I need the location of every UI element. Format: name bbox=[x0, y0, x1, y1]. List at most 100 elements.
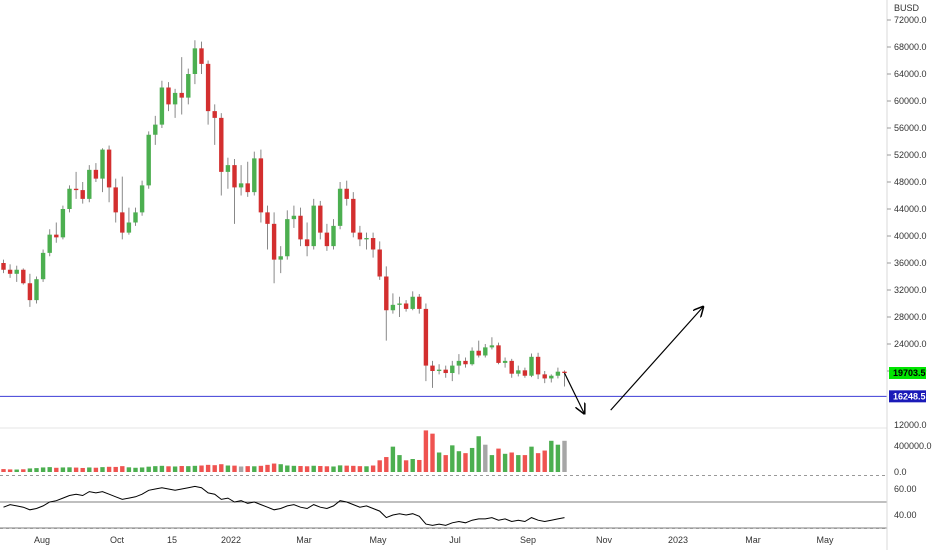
volume-bar bbox=[186, 466, 191, 472]
y-tick-label: 36000.0 bbox=[894, 258, 927, 268]
candle bbox=[476, 350, 481, 356]
candle bbox=[225, 165, 231, 172]
volume-bar bbox=[298, 466, 303, 472]
candle bbox=[21, 269, 26, 284]
volume-bar bbox=[54, 467, 59, 472]
axis-layer: BUSD 72000.0 68000.0 64000.0 60000.0 56000.0… bbox=[34, 0, 932, 550]
candle bbox=[529, 356, 534, 376]
candle bbox=[304, 239, 310, 247]
volume-bar bbox=[469, 447, 475, 472]
candle bbox=[456, 360, 462, 366]
y-tick-label: 68000.0 bbox=[894, 42, 927, 52]
volume-bar bbox=[509, 452, 514, 472]
volume-bar bbox=[483, 444, 488, 472]
candle bbox=[331, 225, 336, 247]
candle bbox=[60, 209, 66, 238]
volume-bar bbox=[47, 467, 52, 472]
volume-bar bbox=[212, 465, 217, 472]
candle bbox=[278, 256, 283, 260]
y-tick-label: 56000.0 bbox=[894, 123, 927, 133]
volume-bar bbox=[549, 440, 554, 472]
volume-bar bbox=[357, 466, 363, 472]
candle bbox=[219, 117, 224, 172]
candles-layer bbox=[1, 40, 567, 388]
candle bbox=[555, 371, 561, 376]
x-tick-label: Nov bbox=[596, 535, 613, 545]
candle bbox=[87, 169, 92, 199]
volume-bar bbox=[80, 467, 85, 472]
volume-bar bbox=[443, 455, 448, 472]
volume-bar bbox=[1, 469, 6, 472]
volume-bar bbox=[377, 460, 382, 472]
volume-bar bbox=[153, 466, 158, 472]
candle bbox=[100, 149, 105, 179]
y-tick-label: 72000.0 bbox=[894, 15, 927, 25]
volume-bar bbox=[417, 459, 422, 472]
candle bbox=[377, 249, 382, 277]
volume-bar bbox=[390, 446, 396, 472]
volume-bar bbox=[516, 455, 521, 472]
candle bbox=[535, 356, 541, 375]
candle bbox=[159, 87, 165, 125]
volume-bar bbox=[337, 465, 343, 472]
volume-bar bbox=[159, 465, 165, 472]
volume-bar bbox=[100, 467, 105, 472]
rsi-tick-label: 60.00 bbox=[894, 484, 917, 494]
candle bbox=[252, 158, 257, 193]
candle bbox=[364, 238, 369, 240]
volume-bar bbox=[27, 468, 33, 472]
level-price-badge-bg bbox=[889, 390, 926, 403]
candle bbox=[153, 124, 158, 135]
x-tick-label: May bbox=[816, 535, 834, 545]
candle bbox=[522, 370, 528, 376]
x-tick-label: Sep bbox=[520, 535, 536, 545]
candle bbox=[436, 369, 442, 371]
volume-bar bbox=[502, 453, 508, 472]
last-price-badge-bg bbox=[889, 367, 926, 380]
volume-bar bbox=[126, 467, 132, 472]
rsi-tick-label: 40.00 bbox=[894, 510, 917, 520]
last-price-badge: 19703.5 bbox=[893, 368, 926, 378]
candle bbox=[54, 234, 59, 238]
candle bbox=[133, 212, 138, 223]
volume-bar bbox=[423, 430, 429, 472]
volume-bar bbox=[166, 466, 171, 472]
volume-bar bbox=[403, 460, 409, 472]
candle bbox=[238, 183, 244, 188]
volume-bar bbox=[397, 455, 402, 472]
volume-tick-label: 0.0 bbox=[894, 467, 907, 477]
y-tick-label: 64000.0 bbox=[894, 69, 927, 79]
candle bbox=[106, 149, 112, 188]
volume-bar bbox=[311, 465, 316, 472]
volume-bar bbox=[364, 466, 369, 472]
up-arrow bbox=[610, 307, 703, 411]
volume-bar bbox=[271, 463, 277, 472]
volume-bar bbox=[351, 465, 356, 472]
volume-bar bbox=[370, 465, 376, 472]
candle bbox=[403, 303, 409, 309]
volume-bar bbox=[106, 466, 112, 472]
volume-bar bbox=[87, 467, 92, 472]
volume-bar bbox=[522, 455, 528, 472]
volume-bar bbox=[245, 466, 250, 472]
candle bbox=[271, 223, 277, 260]
volume-bar bbox=[139, 467, 145, 472]
volume-bar bbox=[555, 444, 561, 472]
candle bbox=[351, 198, 356, 233]
volume-bar bbox=[219, 464, 224, 472]
candle bbox=[311, 205, 316, 247]
candle bbox=[384, 276, 389, 311]
volume-bar bbox=[344, 465, 349, 472]
volume-bar bbox=[476, 436, 481, 472]
candle bbox=[285, 219, 290, 257]
candle bbox=[47, 234, 52, 253]
candle bbox=[192, 48, 198, 74]
candle bbox=[258, 158, 264, 213]
volume-bar bbox=[34, 468, 39, 472]
x-tick-label: Jul bbox=[449, 535, 461, 545]
volume-bar bbox=[120, 466, 125, 472]
candle bbox=[298, 215, 303, 240]
volume-bar bbox=[67, 467, 72, 472]
